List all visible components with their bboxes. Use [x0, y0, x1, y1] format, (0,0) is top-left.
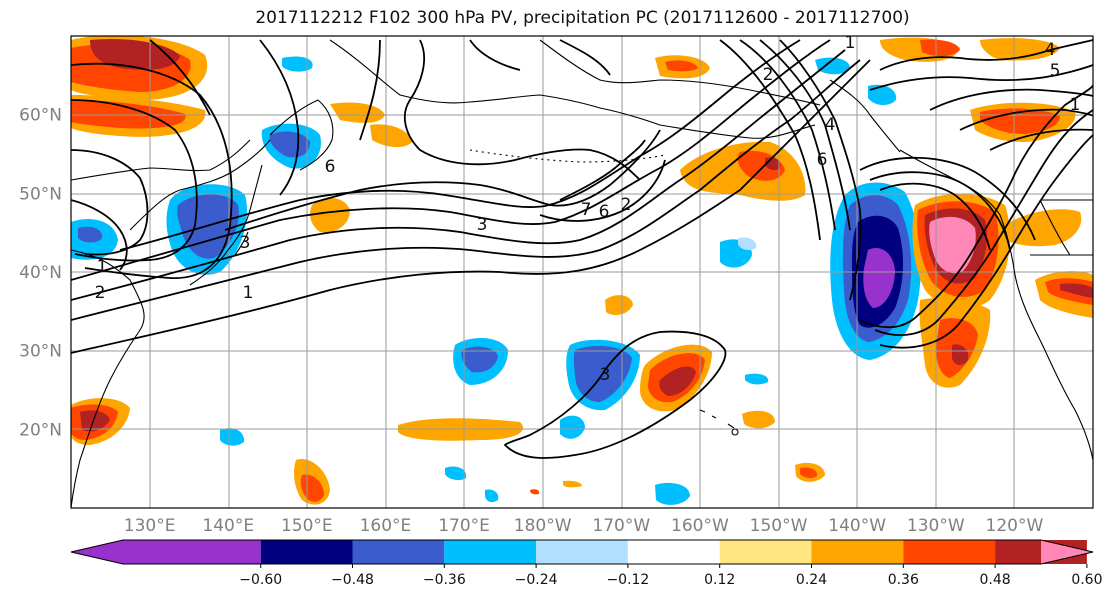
colorbar-tick-label: −0.12 [606, 572, 649, 588]
lon-tick-label: 130°W [907, 516, 965, 536]
contour-value-label: 2 [763, 65, 774, 85]
contour-value-label: 4 [825, 115, 836, 135]
lon-tick-label: 150°E [281, 516, 333, 536]
contour-value-label: 7 [581, 200, 592, 220]
colorbar-swatch [536, 540, 628, 564]
colorbar-tick-label: −0.48 [331, 572, 374, 588]
coastlines [71, 39, 1093, 508]
lat-tick-label: 20°N [19, 420, 62, 440]
colorbar-tick-label: −0.36 [423, 572, 466, 588]
lat-tick-label: 30°N [19, 342, 62, 362]
lon-tick-label: 170°W [592, 516, 650, 536]
colorbar-swatch [811, 540, 904, 564]
colorbar-extend-high [1041, 540, 1093, 564]
colorbar-tick-label: 0.48 [980, 572, 1011, 588]
lon-tick-label: 130°E [124, 516, 176, 536]
colorbar-swatch [352, 540, 445, 564]
contour-value-label: 6 [817, 150, 828, 170]
latitude-labels: 60°N 50°N 40°N 30°N 20°N [19, 106, 62, 441]
colorbar-extend-low [71, 540, 123, 564]
colorbar-tick-label: 0.60 [1071, 572, 1102, 588]
lon-tick-label: 120°W [986, 516, 1044, 536]
colorbar-swatch [719, 540, 812, 564]
contour-value-label: 2 [95, 283, 106, 303]
contour-value-label: 4 [1045, 40, 1056, 60]
colorbar-swatch [903, 540, 996, 564]
contour-value-label: 3 [600, 365, 611, 385]
contour-value-label: 1 [97, 257, 108, 277]
contour-value-label: 6 [599, 202, 610, 222]
colorbar-swatch [123, 540, 261, 564]
lon-tick-label: 180°W [514, 516, 572, 536]
pv-contours [71, 39, 1093, 459]
colorbar-tick-label: 0.36 [888, 572, 919, 588]
colorbar-swatch [444, 540, 537, 564]
contour-value-label: 1 [243, 283, 254, 303]
lat-tick-label: 40°N [19, 263, 62, 283]
lon-tick-label: 140°W [828, 516, 886, 536]
colorbar-swatch [260, 540, 353, 564]
lon-tick-label: 150°W [750, 516, 808, 536]
lat-tick-label: 50°N [19, 184, 62, 204]
colorbar-tick-label: 0.24 [796, 572, 827, 588]
contour-value-label: 1 [1070, 95, 1081, 115]
map-frame [70, 35, 1094, 509]
colorbar-tick-label: −0.60 [239, 572, 282, 588]
colorbar-swatch [627, 540, 720, 564]
contour-value-label: 1 [845, 33, 856, 53]
longitude-labels: 130°E 140°E 150°E 160°E 170°E 180°W 170°W 160°W… [124, 516, 1044, 536]
contour-value-label: 3 [477, 215, 488, 235]
colorbar-tick-label: −0.24 [515, 572, 558, 588]
lat-tick-label: 60°N [19, 106, 62, 126]
contour-value-label: 2 [621, 195, 632, 215]
colorbar-outline [70, 539, 1094, 565]
lon-tick-label: 170°E [438, 516, 490, 536]
colorbar: −0.60 −0.48 −0.36 −0.24 −0.12 0.12 0.24 0.36 0.4… [70, 539, 1102, 588]
contour-value-label: 3 [240, 233, 251, 253]
contour-value-label: 6 [325, 157, 336, 177]
lon-tick-label: 160°E [360, 516, 412, 536]
lon-tick-label: 160°W [671, 516, 729, 536]
lon-tick-label: 140°E [202, 516, 254, 536]
contour-value-label: 5 [1050, 61, 1061, 81]
colorbar-tick-label: 0.12 [704, 572, 735, 588]
map-title: 2017112212 F102 300 hPa PV, precipitatio… [255, 8, 910, 28]
graticule [71, 36, 1093, 508]
shaded-fields [71, 36, 1093, 505]
